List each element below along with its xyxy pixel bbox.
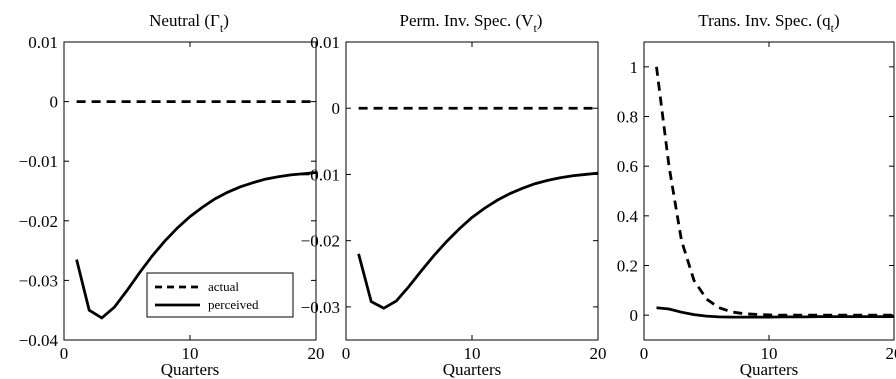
y-tick-label: 0 [50,93,59,112]
x-tick-label: 0 [640,344,649,363]
x-tick-label: 0 [342,344,351,363]
panel-trans-inv-spec: Trans. Inv. Spec. (qt) 1 0.8 0.6 0.4 0.2 00 10… [617,11,896,379]
x-tick-label: 20 [886,344,896,363]
y-tick-label: −0.03 [19,271,58,290]
y-tick-label: −0.03 [301,298,340,317]
plot-area: 0.01 0 −0.01 −0.02 −0.03 0 10 20 [301,33,607,363]
y-tick-label: 0.01 [310,33,340,52]
y-tick-label: 0.8 [617,108,638,127]
x-tick-label: 20 [590,344,607,363]
y-tick-label: −0.01 [19,152,58,171]
series-perceived-line [656,306,894,319]
x-tick-label: 0 [60,344,69,363]
y-tick-label: −0.01 [301,165,340,184]
legend-box [146,272,294,318]
axes-frame [345,41,599,341]
y-tick-label: 0.4 [617,207,639,226]
x-axis-label: Quarters [443,360,502,379]
y-tick-label: −0.02 [19,212,58,231]
panel-title: Trans. Inv. Spec. (qt) [698,11,839,35]
legend-label-perceived: perceived [208,297,259,312]
axes-frame [643,41,895,341]
panel-title: Neutral (Γt) [149,11,229,35]
x-tick-label: 10 [761,344,778,363]
y-tick-label: −0.02 [301,232,340,251]
x-axis-label: Quarters [161,360,220,379]
legend: actual perceived [146,272,294,318]
plot-area: 1 0.8 0.6 0.4 0.2 00 10 20 [617,41,896,363]
series-perceived-line [357,171,599,310]
y-tick-label: 0.2 [617,257,638,276]
x-tick-label: 20 [308,344,325,363]
x-axis-label: Quarters [740,360,799,379]
y-tick-label: 0.01 [28,33,58,52]
y-tick-label: −0.04 [19,331,59,350]
series-perceived-line [75,171,317,320]
plot-area: 0.010−0.01−0.02−0.03−0.040 10 20 [19,33,325,363]
panel-perm-inv-spec: Perm. Inv. Spec. (Vt) 0.01 0 −0.01 −0.02 −0.… [301,11,607,379]
legend-label-actual: actual [208,279,239,294]
x-tick-label: 10 [182,344,199,363]
panel-neutral: Neutral (Γt) 0.010−0.01−0.02−0.03−0.040 1… [19,11,325,379]
y-tick-label: 0 [332,99,341,118]
x-tick-label: 10 [464,344,481,363]
y-tick-label: 0.6 [617,157,638,176]
y-tick-label: 1 [630,58,639,77]
series-actual-line [655,66,894,317]
panel-title: Perm. Inv. Spec. (Vt) [400,11,543,35]
y-tick-label: 0 [630,306,639,325]
